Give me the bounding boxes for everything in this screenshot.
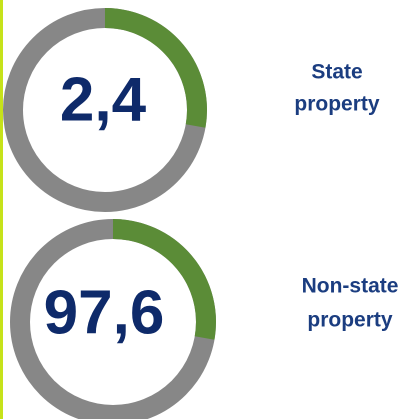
label-line: property: [307, 309, 393, 332]
ring-accent: [104, 8, 207, 128]
accent-bar: [0, 0, 3, 419]
donut-state: 2,4: [3, 8, 207, 212]
label-line: State: [311, 61, 362, 84]
ring-accent: [112, 219, 216, 340]
donut-nonstate: 97,6: [10, 219, 216, 419]
label-line: property: [294, 93, 380, 116]
label-line: Non-state: [302, 275, 399, 298]
value: 97,6: [44, 279, 165, 348]
value: 2,4: [60, 66, 147, 135]
